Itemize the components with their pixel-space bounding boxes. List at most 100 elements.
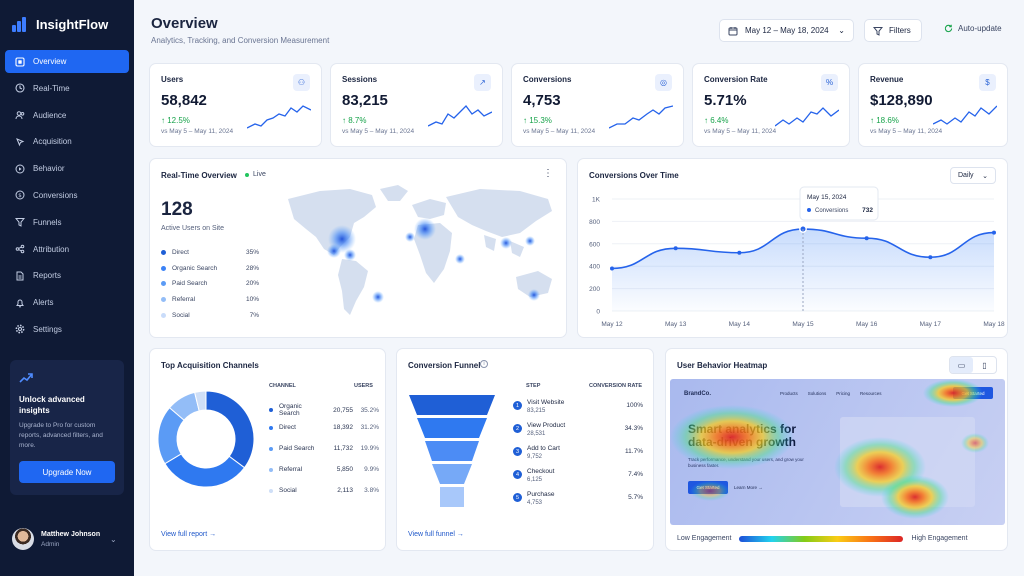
trend-up-icon — [19, 373, 33, 383]
y-tick-label: 1K — [592, 197, 601, 204]
kpi-label: Users — [161, 75, 184, 84]
donut-slice[interactable] — [205, 390, 255, 469]
filters-button[interactable]: Filters — [864, 19, 922, 42]
sidebar-item-overview[interactable]: Overview — [5, 50, 129, 73]
world-map — [288, 185, 552, 315]
app-name: InsightFlow — [36, 16, 109, 32]
sidebar-item-label: Behavior — [33, 164, 65, 174]
page-subtitle: Analytics, Tracking, and Conversion Meas… — [151, 36, 330, 45]
data-point[interactable] — [992, 230, 996, 235]
traffic-source-row: Referral 10% — [161, 292, 259, 308]
low-engagement-label: Low Engagement — [677, 535, 732, 542]
live-label: Live — [253, 171, 266, 178]
desktop-icon[interactable]: ▭ — [950, 357, 973, 373]
more-options-icon[interactable]: ⋮ — [543, 168, 553, 179]
y-tick-label: 0 — [596, 309, 600, 316]
sidebar-item-label: Conversions — [33, 190, 78, 200]
funnel-stage[interactable] — [425, 441, 479, 461]
kpi-sparkline — [933, 105, 997, 125]
funnel-stage[interactable] — [409, 395, 495, 415]
data-point[interactable] — [673, 246, 678, 251]
filters-label: Filters — [889, 26, 911, 35]
source-name: Organic Search — [172, 264, 218, 272]
step-number-badge: 4 — [513, 470, 522, 479]
channel-row: Social 2,113 3.8% — [269, 487, 379, 494]
legend-dot — [269, 467, 273, 472]
legend-dot — [807, 208, 811, 212]
data-point[interactable] — [864, 236, 869, 241]
user-profile[interactable]: Matthew Johnson Admin — [12, 528, 100, 550]
sidebar-item-attribution[interactable]: Attribution — [5, 238, 129, 261]
sidebar-item-acquisition[interactable]: Acquisition — [5, 130, 129, 153]
auto-update-toggle[interactable]: Auto-update — [944, 24, 1002, 33]
sidebar-item-label: Overview — [33, 57, 67, 66]
step-count: 83,215 — [527, 408, 546, 414]
arrow-right-icon: → — [209, 531, 217, 538]
sidebar-item-label: Settings — [33, 324, 62, 334]
app-logo[interactable]: InsightFlow — [12, 16, 108, 32]
kpi-change-value: 18.6% — [876, 116, 899, 125]
step-text: Visit Website 83,215 — [527, 399, 613, 415]
chevron-down-icon: ⌄ — [982, 172, 988, 180]
info-icon[interactable]: i — [480, 360, 488, 368]
rate-column-header: CONVERSION RATE — [589, 383, 643, 389]
upgrade-button[interactable]: Upgrade Now — [19, 461, 115, 483]
funnel-stage[interactable] — [432, 464, 472, 484]
sidebar-item-real-time[interactable]: Real-Time — [5, 77, 129, 100]
funnel-chart — [409, 395, 495, 507]
target-icon: ◎ — [655, 74, 672, 91]
view-full-report-link[interactable]: View full report → — [161, 531, 216, 538]
logo-icon — [12, 16, 30, 32]
legend-dot — [161, 250, 166, 256]
kpi-change-value: 15.3% — [529, 116, 552, 125]
kpi-value: 58,842 — [161, 92, 207, 109]
clock-icon — [15, 83, 25, 93]
sidebar-item-conversions[interactable]: $ Conversions — [5, 184, 129, 207]
sidebar-item-audience[interactable]: Audience — [5, 104, 129, 127]
funnel-stage[interactable] — [417, 418, 487, 438]
kpi-sparkline — [775, 107, 839, 127]
donut-slice[interactable] — [164, 453, 246, 488]
step-text: Checkout 6,125 — [527, 468, 613, 484]
realtime-card: Real-Time Overview Live ⋮ 128 Active Use… — [149, 158, 567, 338]
kpi-value: 5.71% — [704, 92, 747, 109]
funnel-title: Conversion Funnel — [408, 361, 481, 370]
sidebar-item-alerts[interactable]: Alerts — [5, 291, 129, 314]
sidebar: InsightFlow Overview Real-Time Audience Acq… — [0, 0, 134, 576]
channel-name: Paid Search — [279, 445, 315, 452]
chevron-down-icon[interactable]: ⌄ — [110, 535, 117, 544]
donut-slice[interactable] — [194, 390, 207, 412]
live-indicator: Live — [245, 171, 266, 178]
sidebar-item-label: Alerts — [33, 298, 54, 308]
view-full-funnel-link[interactable]: View full funnel → — [408, 531, 464, 538]
sidebar-item-behavior[interactable]: Behavior — [5, 157, 129, 180]
step-count: 9,752 — [527, 454, 543, 460]
data-point[interactable] — [928, 255, 933, 260]
sidebar-item-reports[interactable]: Reports — [5, 264, 129, 287]
step-rate: 5.7% — [628, 494, 643, 501]
grid-icon — [15, 56, 25, 67]
funnel-step-row: 2 View Product 28,531 34.3% — [513, 422, 643, 438]
heatmap-title: User Behavior Heatmap — [677, 361, 768, 370]
step-rate: 11.7% — [625, 448, 643, 455]
sidebar-item-settings[interactable]: Settings — [5, 318, 129, 341]
kpi-change-value: 8.7% — [348, 116, 367, 125]
legend-dot — [269, 488, 273, 493]
step-count: 6,125 — [527, 477, 543, 483]
date-range-picker[interactable]: May 12 – May 18, 2024 ⌄ — [719, 19, 854, 42]
preview-menu-item: Resources — [860, 391, 882, 396]
kpi-change: ↑ 6.4% — [704, 116, 728, 125]
period-select[interactable]: Daily ⌄ — [950, 167, 996, 184]
step-number-badge: 1 — [513, 401, 522, 410]
sidebar-item-funnels[interactable]: Funnels — [5, 211, 129, 234]
funnel-stage[interactable] — [440, 487, 464, 507]
data-point[interactable] — [610, 266, 614, 271]
data-point[interactable] — [737, 250, 742, 255]
mobile-icon[interactable]: ▯ — [982, 360, 987, 370]
arrow-up-icon: ↑ — [704, 116, 711, 125]
step-rate: 7.4% — [628, 471, 643, 478]
step-number-badge: 5 — [513, 493, 522, 502]
sidebar-item-label: Funnels — [33, 217, 62, 227]
kpi-value: 83,215 — [342, 92, 388, 109]
users-icon — [15, 110, 25, 120]
